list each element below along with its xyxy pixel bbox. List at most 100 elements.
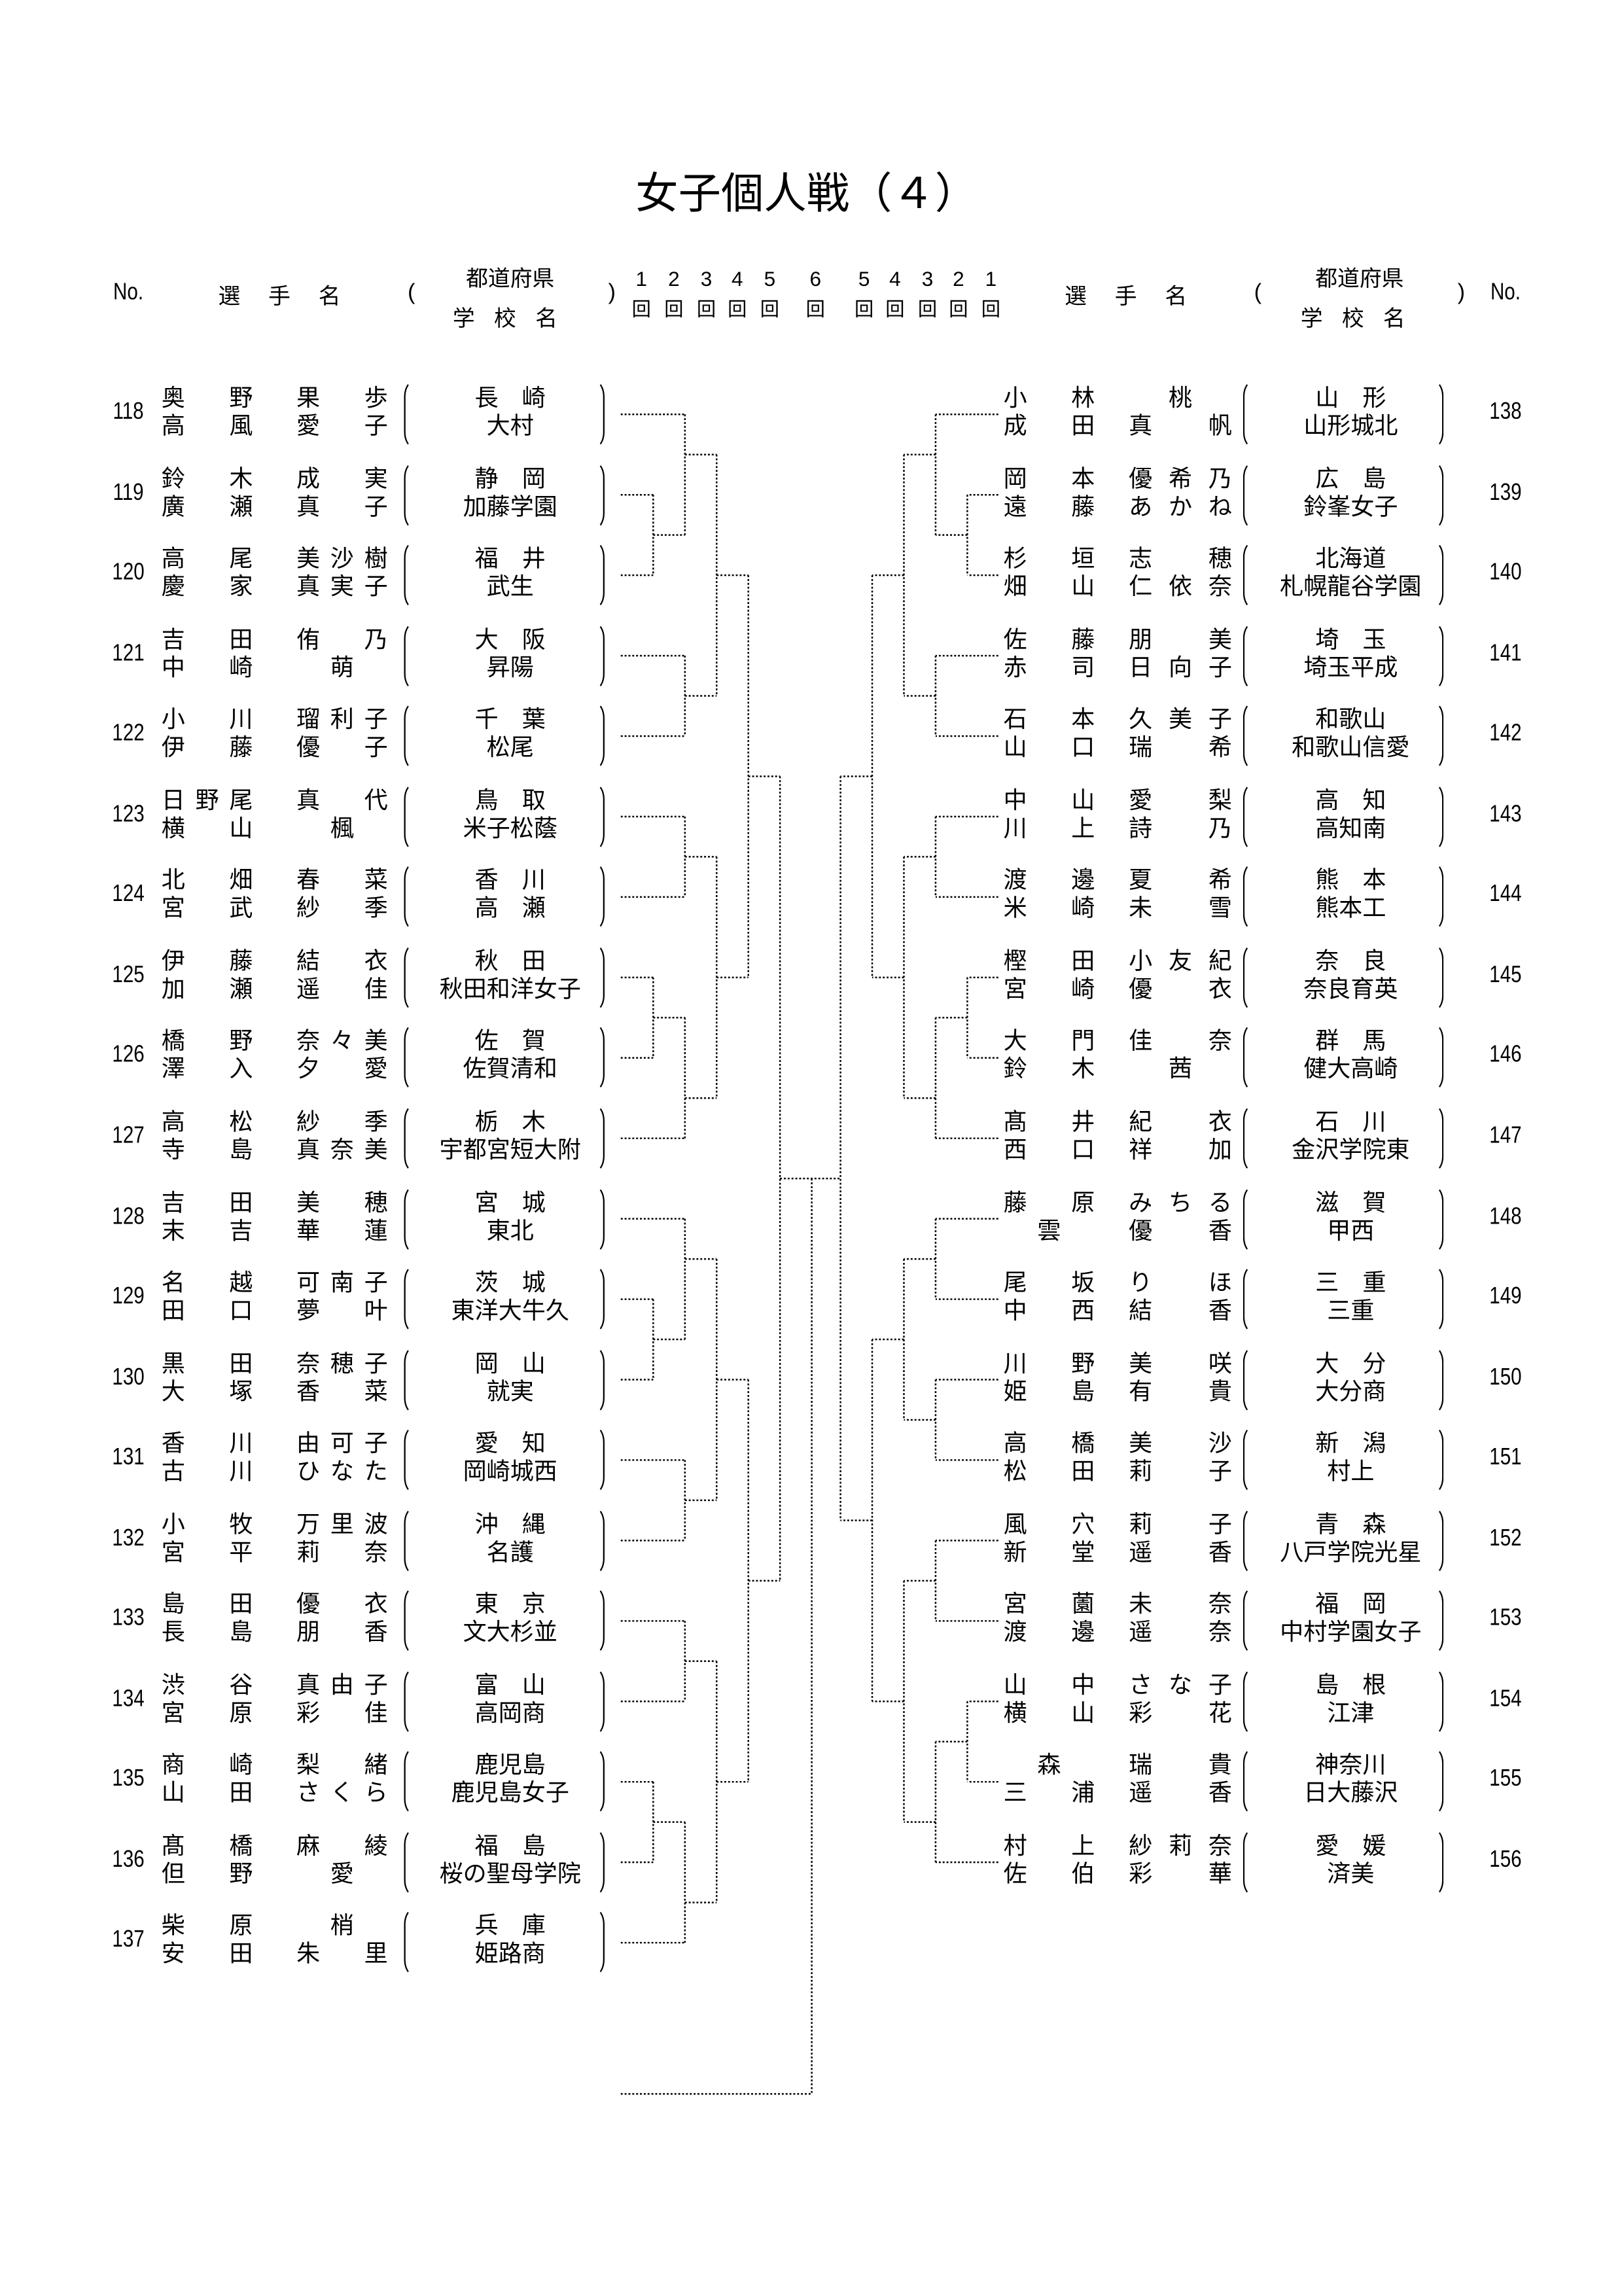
- player-family-name: 長島: [161, 1621, 253, 1646]
- player-family-name: 橋野: [161, 1029, 253, 1055]
- round-suffix: 回: [664, 298, 684, 321]
- player-family-name: 中西: [1003, 1299, 1095, 1324]
- round-suffix: 回: [805, 298, 825, 321]
- open-bracket: [404, 1748, 414, 1816]
- player-given-name: 優衣: [1129, 977, 1232, 1003]
- close-bracket: [594, 1909, 605, 1977]
- open-bracket: [1243, 1023, 1254, 1092]
- header-close-paren-left: ): [608, 280, 616, 306]
- entry-number: 134: [112, 1686, 145, 1712]
- player-given-name: あかね: [1129, 495, 1232, 520]
- school-name: 埼玉平成: [1303, 656, 1398, 681]
- entry-number: 155: [1489, 1767, 1522, 1792]
- player-family-name: 山中: [1003, 1673, 1095, 1699]
- player-given-name: 紀衣: [1129, 1110, 1232, 1136]
- player-given-name: 結衣: [296, 949, 388, 975]
- entry-number: 118: [113, 399, 144, 425]
- close-bracket: [594, 1104, 605, 1173]
- school-name: 甲西: [1327, 1218, 1375, 1244]
- close-bracket: [1434, 1023, 1444, 1092]
- prefecture: 和歌山: [1315, 708, 1386, 733]
- header-player-name-right: 選手名: [1065, 284, 1216, 310]
- school-name: 加藤学園: [463, 495, 557, 520]
- open-bracket: [404, 380, 414, 449]
- entry-number: 142: [1489, 721, 1522, 747]
- player-given-name: 朱里: [296, 1943, 388, 1968]
- prefecture: 福 井: [474, 547, 546, 573]
- prefecture: 埼 玉: [1315, 627, 1386, 653]
- open-bracket: [1243, 1104, 1254, 1173]
- player-family-name: 松田: [1003, 1460, 1095, 1485]
- open-bracket: [404, 1023, 414, 1092]
- player-family-name: 吉田: [161, 627, 253, 653]
- round-number: 1: [635, 266, 648, 291]
- open-bracket: [404, 863, 414, 931]
- player-family-name: 渡邊: [1003, 869, 1095, 894]
- school-name: 日大藤沢: [1303, 1782, 1398, 1807]
- player-family-name: 山口: [1003, 735, 1095, 762]
- close-bracket: [1434, 1265, 1444, 1333]
- player-given-name: 優香: [1129, 1218, 1232, 1244]
- close-bracket: [1434, 943, 1444, 1012]
- player-family-name: 村上: [1003, 1834, 1095, 1860]
- entry-number: 153: [1489, 1606, 1522, 1632]
- player-family-name: 風穴: [1003, 1512, 1095, 1538]
- player-given-name: 久美子: [1129, 708, 1232, 733]
- player-given-name: さな子: [1129, 1673, 1232, 1699]
- close-bracket: [594, 461, 605, 529]
- open-bracket: [1243, 1184, 1254, 1253]
- player-given-name: 愛: [330, 1862, 354, 1888]
- player-family-name: 香川: [161, 1432, 253, 1457]
- school-name: 名護: [486, 1540, 534, 1566]
- player-given-name: 茜: [1168, 1057, 1193, 1084]
- close-bracket: [594, 622, 605, 690]
- prefecture: 長 崎: [474, 386, 546, 412]
- school-name: 済美: [1327, 1862, 1375, 1888]
- player-given-name: 優子: [296, 735, 388, 762]
- player-given-name: 夢叶: [296, 1299, 388, 1324]
- entry-number: 147: [1489, 1123, 1522, 1149]
- player-given-name: 瑞希: [1129, 735, 1232, 762]
- player-family-name: 古川: [161, 1460, 253, 1485]
- player-family-name: 吉田: [161, 1190, 253, 1216]
- close-bracket: [1434, 1345, 1444, 1414]
- open-bracket: [404, 1104, 414, 1173]
- close-bracket: [594, 1265, 605, 1333]
- close-bracket: [1434, 461, 1444, 529]
- school-name: 札幌龍谷学園: [1280, 575, 1422, 601]
- prefecture: 富 山: [474, 1673, 546, 1699]
- open-bracket: [1243, 461, 1254, 529]
- player-family-name: 宮武: [161, 896, 253, 923]
- close-bracket: [1434, 622, 1444, 690]
- player-given-name: りほ: [1129, 1271, 1232, 1297]
- player-given-name: 詩乃: [1129, 816, 1232, 842]
- prefecture: 島 根: [1315, 1673, 1386, 1699]
- school-name: 高 瀬: [474, 896, 546, 923]
- round-suffix: 回: [949, 298, 968, 321]
- page-title: 女子個人戦（４）: [635, 171, 978, 219]
- prefecture: 愛 媛: [1315, 1834, 1386, 1860]
- close-bracket: [594, 1506, 605, 1575]
- close-bracket: [1434, 1184, 1444, 1253]
- player-family-name: 渡邊: [1003, 1621, 1095, 1646]
- player-given-name: 香菜: [296, 1379, 388, 1405]
- player-family-name: 新堂: [1003, 1540, 1095, 1566]
- player-family-name: 宮崎: [1003, 977, 1095, 1003]
- header-close-paren-right: ): [1457, 280, 1465, 306]
- school-name: 松尾: [486, 735, 534, 762]
- entry-number: 135: [112, 1767, 145, 1792]
- player-given-name: 遥佳: [296, 977, 388, 1003]
- player-family-name: 安田: [161, 1943, 253, 1968]
- round-suffix: 回: [981, 298, 1001, 321]
- player-family-name: 藤原: [1003, 1190, 1095, 1216]
- player-given-name: 志穂: [1129, 547, 1232, 573]
- player-family-name: 小川: [161, 708, 253, 733]
- player-given-name: 彩花: [1129, 1701, 1232, 1727]
- open-bracket: [404, 461, 414, 529]
- close-bracket: [594, 380, 605, 449]
- player-family-name: 西口: [1003, 1138, 1095, 1163]
- player-family-name: 横山: [161, 816, 253, 842]
- player-given-name: 奈穂子: [296, 1351, 388, 1377]
- close-bracket: [1434, 541, 1444, 609]
